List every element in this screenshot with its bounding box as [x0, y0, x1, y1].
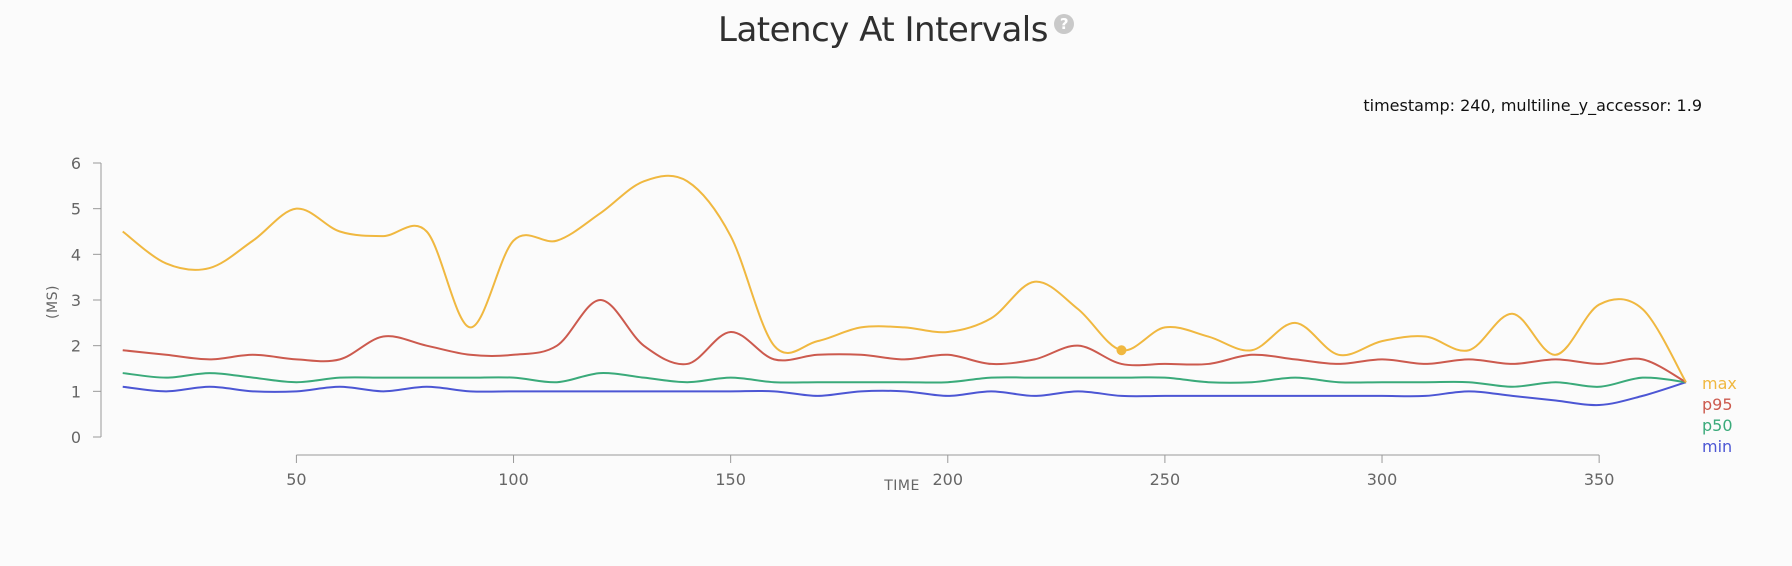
highlight-point: [1116, 345, 1127, 356]
legend-item-p95: p95: [1702, 395, 1733, 414]
y-tick-label: 0: [71, 428, 81, 447]
chart-title: Latency At Intervals: [718, 10, 1048, 50]
chart-series: [122, 174, 1687, 407]
y-tick-label: 2: [71, 337, 81, 356]
chart-legend: max p95 p50 min: [1702, 374, 1737, 456]
chart-axes: 0 1 2 3 4 5 6 50 100 150 200 250 300 350 TIME (MS): [45, 154, 1614, 494]
x-tick-label: 200: [933, 470, 964, 489]
chart-title-container: Latency At Intervals?: [0, 10, 1792, 50]
y-tick-label: 5: [71, 200, 81, 219]
y-tick-label: 6: [71, 154, 81, 173]
legend-item-p50: p50: [1702, 416, 1733, 435]
hover-readout: timestamp: 240, multiline_y_accessor: 1.…: [1363, 96, 1702, 115]
legend-item-min: min: [1702, 437, 1732, 456]
x-tick-label: 350: [1584, 470, 1615, 489]
x-tick-label: 250: [1150, 470, 1181, 489]
question-circle-icon[interactable]: ?: [1053, 14, 1074, 34]
series-line-p95: [122, 298, 1687, 384]
y-axis-title: (MS): [45, 285, 61, 319]
legend-item-max: max: [1702, 374, 1737, 393]
series-line-min: [122, 381, 1687, 407]
series-line-p50: [122, 371, 1687, 388]
x-tick-label: 150: [715, 470, 746, 489]
series-line-max: [122, 174, 1687, 383]
y-tick-label: 1: [71, 382, 81, 401]
x-tick-label: 300: [1367, 470, 1398, 489]
x-axis-title: TIME: [883, 478, 920, 494]
x-tick-label: 100: [498, 470, 529, 489]
y-tick-label: 3: [71, 291, 81, 310]
x-tick-label: 50: [286, 470, 306, 489]
y-tick-label: 4: [71, 245, 81, 264]
